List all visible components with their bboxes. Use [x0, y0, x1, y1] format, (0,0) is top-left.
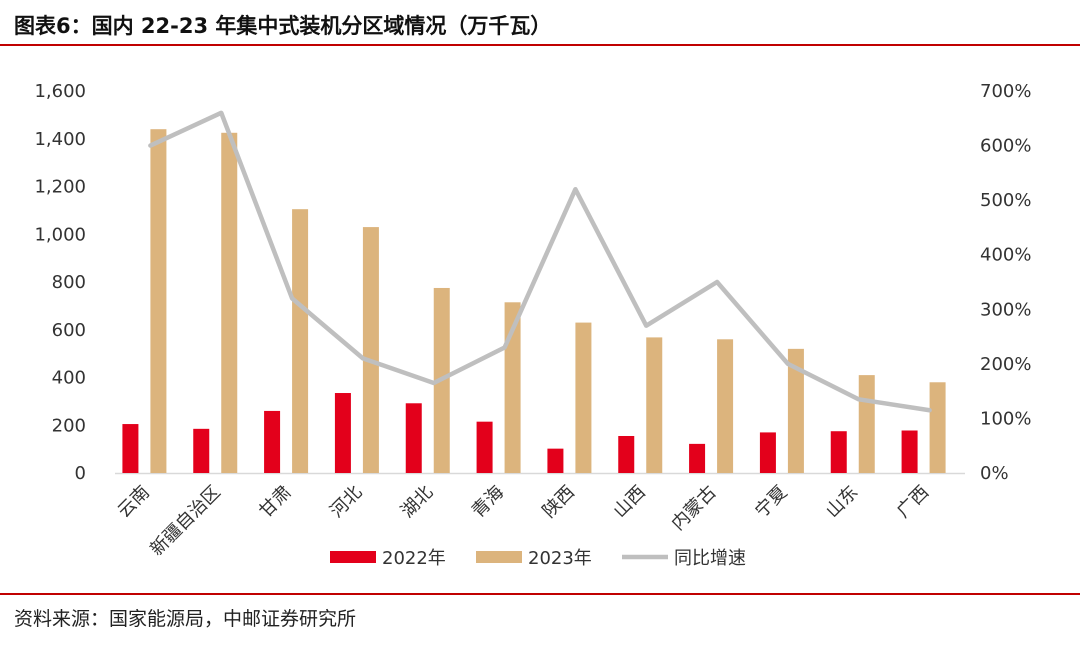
legend-label-growth: 同比增速	[674, 548, 746, 569]
left-axis: 0 200 400 600 800 1,000 1,200 1,400 1,600	[34, 81, 86, 484]
bar-2023	[504, 302, 521, 473]
chart: 0 200 400 600 800 1,000 1,200 1,400 1,600 0% 100%…	[34, 81, 1031, 569]
y2-tick-label: 0%	[980, 463, 1009, 484]
x-tick-label: 甘肃	[255, 482, 295, 522]
x-tick-label: 山东	[822, 482, 862, 522]
bar-2022	[476, 421, 493, 473]
y2-tick-label: 200%	[980, 354, 1031, 375]
bar-2023	[787, 348, 804, 473]
bar-2023	[646, 337, 663, 473]
legend-swatch-2023	[476, 551, 522, 563]
bar-2023	[717, 339, 734, 473]
legend-label-2022: 2022年	[382, 548, 446, 569]
x-tick-label: 内蒙古	[668, 482, 721, 535]
bar-2022	[689, 443, 706, 473]
x-tick-label: 广西	[893, 482, 933, 522]
growth-line-path	[148, 110, 932, 413]
series-2023-bars	[150, 129, 946, 473]
bar-2022	[122, 424, 139, 473]
x-tick-label: 陕西	[539, 482, 579, 522]
y-tick-label: 600	[52, 320, 86, 341]
bar-2023	[221, 132, 238, 473]
bar-2022	[618, 435, 635, 473]
y2-tick-label: 100%	[980, 408, 1031, 429]
bar-2023	[362, 227, 379, 473]
source-note: 资料来源：国家能源局，中邮证券研究所	[14, 608, 357, 630]
source-rule	[0, 593, 1080, 595]
y2-tick-label: 400%	[980, 245, 1031, 266]
x-tick-label: 河北	[326, 482, 366, 522]
y2-tick-label: 600%	[980, 136, 1031, 157]
legend: 2022年 2023年 同比增速	[330, 548, 746, 569]
y-tick-label: 400	[52, 368, 86, 389]
legend-label-2023: 2023年	[528, 548, 592, 569]
y-tick-label: 1,200	[34, 177, 86, 198]
bar-2023	[575, 322, 592, 473]
title-rule	[0, 44, 1080, 46]
y-tick-label: 0	[75, 463, 86, 484]
y-tick-label: 1,600	[34, 81, 86, 102]
x-tick-label: 宁夏	[751, 482, 791, 522]
x-tick-label: 新疆自治区	[146, 482, 224, 560]
y2-tick-label: 500%	[980, 190, 1031, 211]
right-axis: 0% 100% 200% 300% 400% 500% 600% 700%	[980, 81, 1031, 484]
bar-2022	[901, 430, 918, 473]
y2-tick-label: 300%	[980, 299, 1031, 320]
y2-tick-label: 700%	[980, 81, 1031, 102]
bar-2023	[150, 129, 167, 473]
y-tick-label: 800	[52, 272, 86, 293]
bar-2022	[334, 393, 351, 473]
bar-2022	[405, 403, 422, 473]
bar-2023	[858, 375, 875, 473]
x-tick-label: 云南	[114, 482, 154, 522]
bar-2022	[547, 448, 564, 473]
legend-swatch-2022	[330, 551, 376, 563]
x-tick-label: 山西	[609, 482, 649, 522]
figure-title: 图表6：国内 22-23 年集中式装机分区域情况（万千瓦）	[14, 14, 552, 38]
bar-2022	[264, 410, 281, 473]
y-tick-label: 1,400	[34, 129, 86, 150]
bar-2023	[929, 382, 946, 473]
x-tick-label: 青海	[468, 482, 508, 522]
series-growth-line	[148, 110, 932, 413]
bar-2023	[292, 209, 309, 473]
bar-2022	[193, 428, 210, 473]
x-tick-label: 湖北	[397, 482, 437, 522]
y-tick-label: 200	[52, 415, 86, 436]
bar-2022	[830, 431, 847, 473]
bar-2022	[759, 432, 776, 473]
series-2022-bars	[122, 393, 918, 473]
y-tick-label: 1,000	[34, 224, 86, 245]
